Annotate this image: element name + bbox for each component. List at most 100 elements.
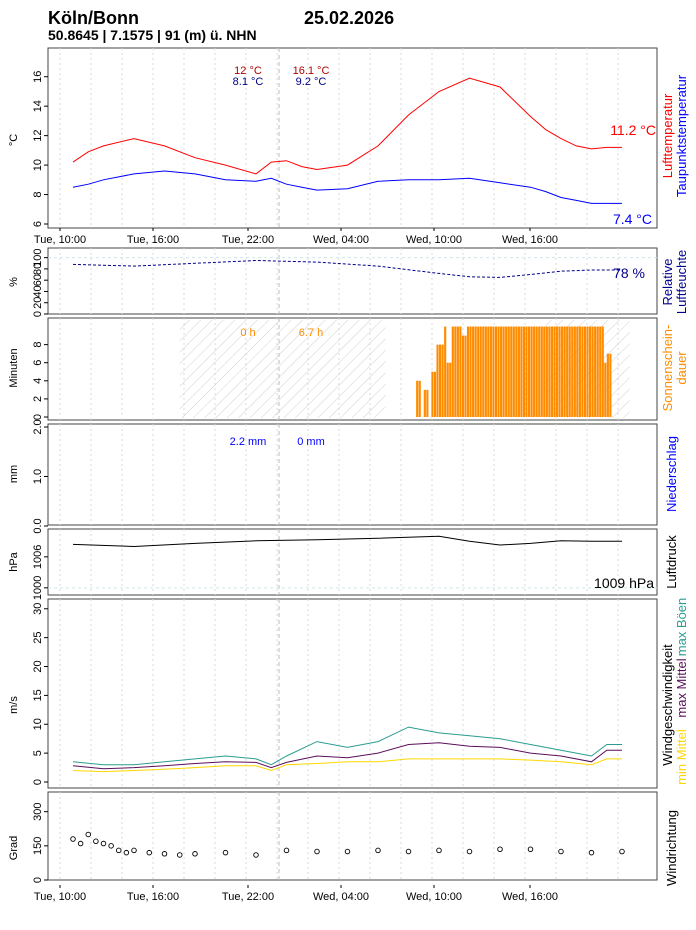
sun-bar [436,344,439,417]
direction-point [176,852,183,858]
dew-right-label: Taupunktstemperatur [674,74,689,197]
humidity-line [72,259,622,278]
sun-bar [507,326,510,417]
sun-bar [533,326,536,417]
sun-bar [469,326,472,417]
sun-bar [604,362,607,417]
direction-point [558,848,564,855]
sun-bar [441,344,444,417]
humidity-y-unit: % [8,277,20,287]
wind-mean-max-line [72,742,622,770]
direction-point [77,840,84,847]
temp-day2-summary: 16.1 °C [293,65,330,77]
direction-point [344,848,351,855]
sun-bar [558,326,561,417]
dew-current-value: 7.4 °C [613,211,652,227]
pressure-right-label: Luftdruck [664,535,679,589]
pressure-line [72,535,622,548]
station-coords: 50.8645 | 7.1575 | 91 (m) ü. NHN [48,27,257,43]
pressure-y-tick-label: 1006 [32,545,44,569]
temperature-y-tick-label: 6 [32,221,44,227]
sun-bar [578,326,581,417]
sun-bar [416,380,419,417]
panel-grids [48,48,657,880]
panel-frame-humidity [47,247,658,315]
wind-right-label: Windgeschwindigkeit [660,644,675,766]
direction-point [436,847,442,854]
direction-point [85,831,91,838]
sun-bar [512,326,515,417]
x-axis-top-tick-label: Wed, 16:00 [502,234,558,246]
sun-bar [464,335,467,417]
wind-gust-line [72,726,622,766]
direction-point [93,838,99,845]
direction-y-tick-label: 300 [32,802,44,820]
sun-bar [561,326,564,417]
precip-right-label: Niederschlag [664,436,679,512]
chart-axes: Tue, 10:00 Tue, 16:00 Tue, 22:00 Wed, 04:00… [32,71,558,903]
temperature-y-tick-label: 8 [32,191,44,197]
x-axis-bottom-tick-label: Wed, 04:00 [313,891,369,903]
sun-bar [477,326,480,417]
dew-day2-summary: 9.2 °C [296,76,327,88]
direction-right-label: Windrichtung [664,810,679,886]
direction-point [115,847,122,854]
temp-right-label: Lufttemperatur [660,93,675,178]
sun-bar [515,326,518,417]
direction-point [619,848,625,855]
x-axis-top-tick-label: Wed, 04:00 [313,234,369,246]
direction-point [283,847,290,854]
sunshine-y-tick-label: 8 [32,342,44,348]
sun-bar [566,326,569,417]
sun-bar [433,371,437,417]
direction-y-tick-label: 150 [32,837,44,855]
dew-day1-summary: 8.1 °C [233,76,264,88]
sunshine-y-tick-label: 2 [32,396,44,402]
direction-point [131,847,137,854]
humidity-y-tick-label: 100 [32,248,44,266]
sun-bar [484,326,487,417]
sun-bar [586,326,589,417]
wind-y-tick-label: 0 [32,779,44,785]
humidity-y-tick-label: 20 [32,297,44,309]
sun-bar [588,326,592,417]
sun-bar [571,326,574,417]
x-axis-top-tick-label: Wed, 10:00 [406,234,462,246]
sun-bar [538,326,541,417]
sun-bar [423,389,426,417]
sun-bar [583,326,587,417]
direction-point [497,846,503,853]
panel-frame-sunshine [47,317,658,421]
humidity-y-tick-label: 80 [32,263,44,275]
dew-line [72,170,622,204]
humidity-y-tick-label: 60 [32,274,44,286]
direction-point [146,849,152,856]
direction-point [161,851,168,857]
sun-bar [466,326,470,417]
sun-bar [568,326,571,417]
sun-bar [527,326,531,417]
humidity-current-value: 78 % [613,265,645,281]
sun-bar [530,326,533,417]
direction-point [527,846,534,853]
sun-bar [446,362,449,417]
sunshine-y-tick-label: 4 [32,378,44,384]
sun-bar [525,326,528,417]
direction-point [375,847,381,854]
sun-bar [594,326,597,417]
date-title: 25.02.2026 [304,8,394,28]
sunshine-y-tick-label: 0 [32,414,44,420]
sun-bar [482,326,485,417]
sun-bar [451,326,454,417]
sun-bar [555,326,559,417]
x-axis-bottom-tick-label: Tue, 22:00 [222,891,274,903]
sun-bar [426,389,429,417]
sun-bar [609,353,612,417]
temp-current-value: 11.2 °C [610,122,656,138]
wind-y-tick-label: 5 [32,750,44,756]
sun-bar [487,326,490,417]
sun-bar [548,326,551,417]
sun-bar [581,326,584,417]
wind-y-unit: m/s [8,696,20,714]
